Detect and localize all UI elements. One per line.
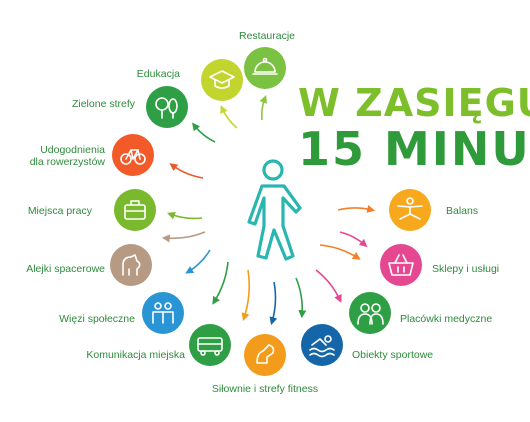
node-praca [114,189,156,231]
node-circle-medyczne [349,292,391,334]
node-balans [389,189,431,231]
node-circle-sklepy [380,244,422,286]
people-icon [152,302,174,324]
fitness-icon [256,344,275,364]
node-sklepy [380,244,422,286]
arrow-3 [169,163,204,179]
arrow-12 [319,244,361,260]
label-wiezi: Więzi społeczne [59,313,135,325]
arrow-4 [167,211,203,220]
arrow-1 [220,105,238,129]
label-sklepy: Sklepy i usługi [432,263,500,275]
nodes-group [110,47,431,376]
node-sportowe [301,324,343,366]
arrow-2 [192,122,216,143]
medics-icon [357,303,384,325]
label-balans: Balans [446,205,479,217]
label-alejki: Alejki spacerowe [26,263,105,275]
bicycle-icon [120,149,146,165]
node-restauracje [244,47,286,89]
cloche-icon [252,57,278,75]
node-circle-sportowe [301,324,343,366]
label-obiekty-sportowe: Obiekty sportowe [352,349,434,361]
arrow-8 [241,269,250,322]
label-placowki: Placówki medyczne [400,313,493,325]
swimmer-icon [309,335,335,358]
title-line-2: 15 MINUT [298,122,530,176]
node-circle-silownie [244,334,286,376]
yoga-icon [397,197,423,220]
node-medyczne [349,292,391,334]
arrows-group [161,95,376,326]
label-silownie: Siłownie i strefy fitness [211,383,319,395]
node-edukacja [201,59,243,101]
label-zielone-strefy: Zielone strefy [71,98,135,110]
arrow-x2 [339,231,368,248]
walking-person-icon [247,159,302,261]
node-alejki [110,244,152,286]
arrow-7 [212,261,229,305]
arrow-5 [161,231,206,243]
dog-icon [122,254,141,276]
arrow-x1 [337,204,376,213]
arrow-6 [185,249,211,274]
node-zielone [146,86,188,128]
node-circle-rowerzysci [112,134,154,176]
label-rowerzysci-line2: dla rowerzystów [29,156,105,168]
node-circle-edukacja [201,59,243,101]
label-rowerzysci: Udogodnienia dla rowerzystów [10,144,105,168]
arrow-0 [259,95,267,121]
node-circle-restauracje [244,47,286,89]
node-silownie [244,334,286,376]
label-restauracje: Restauracje [238,30,296,42]
node-komunikacja [189,324,231,366]
node-wiezi [142,292,184,334]
arrow-10 [295,277,307,319]
graduation-cap-icon [209,70,235,89]
node-rowerzysci [112,134,154,176]
arrow-11 [315,269,342,303]
node-circle-praca [114,189,156,231]
node-circle-alejki [110,244,152,286]
basket-icon [388,254,414,276]
trees-icon [155,97,178,119]
node-circle-komunikacja [189,324,231,366]
label-komunikacja: Komunikacja miejska [86,349,185,361]
briefcase-icon [124,200,146,220]
bus-icon [197,337,223,356]
title-line-1: W ZASIĘGU [298,81,530,125]
label-rowerzysci-line1: Udogodnienia [40,144,105,156]
arrow-9 [269,281,278,326]
label-edukacja: Edukacja [136,68,180,80]
label-miejsca-pracy: Miejsca pracy [27,205,92,217]
